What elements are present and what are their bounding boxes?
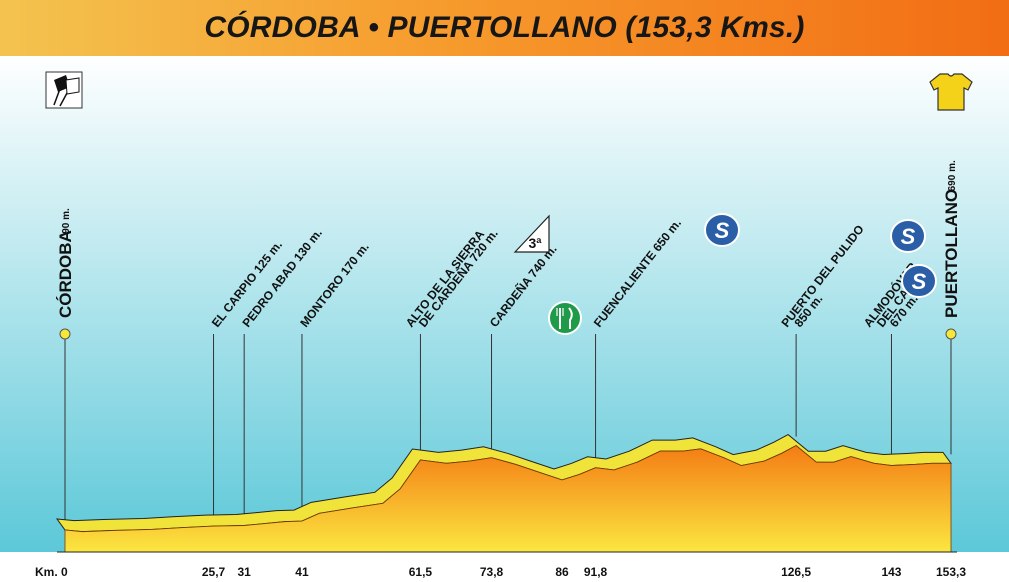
fork-knife-icon <box>548 301 582 335</box>
yellow-jersey-icon <box>929 73 973 111</box>
page-title: CÓRDOBA • PUERTOLLANO (153,3 Kms.) <box>204 11 805 44</box>
city-name-label: CÓRDOBA <box>56 230 75 318</box>
city-marker <box>59 328 71 340</box>
title-bar: CÓRDOBA • PUERTOLLANO (153,3 Kms.) <box>0 0 1009 56</box>
mountain-category-icon: 3ª <box>513 214 550 253</box>
km-zero-label: Km. 0 <box>35 565 68 579</box>
checkered-flags-icon <box>45 71 83 109</box>
tick-strip <box>0 552 1009 582</box>
profile-area <box>64 445 952 553</box>
sprint-label-3: S <box>912 269 927 294</box>
climb-category-label: 3ª <box>529 235 543 251</box>
sprint-s-icon: S <box>704 213 740 247</box>
city-altitude-label: 690 m. <box>947 160 958 191</box>
sprint-label-2: S <box>901 224 916 249</box>
km-tick-label: 86 <box>555 565 569 579</box>
km-tick-label: 153,3 <box>936 565 966 579</box>
km-tick-label: 41 <box>295 565 309 579</box>
km-tick-label: 61,5 <box>409 565 433 579</box>
city-marker <box>945 328 957 340</box>
city-altitude-label: 90 m. <box>61 208 72 234</box>
km-tick-label: 126,5 <box>781 565 811 579</box>
km-tick-label: 31 <box>237 565 251 579</box>
km-tick-label: 91,8 <box>584 565 608 579</box>
km-tick-label: 143 <box>881 565 901 579</box>
sprint-s-icon: S <box>890 219 926 253</box>
sprint-label-1: S <box>715 218 730 243</box>
city-name-label: PUERTOLLANO <box>942 189 961 318</box>
km-tick-label: 25,7 <box>202 565 226 579</box>
km-tick-label: 73,8 <box>480 565 504 579</box>
sprint-s-icon: S <box>901 264 937 298</box>
